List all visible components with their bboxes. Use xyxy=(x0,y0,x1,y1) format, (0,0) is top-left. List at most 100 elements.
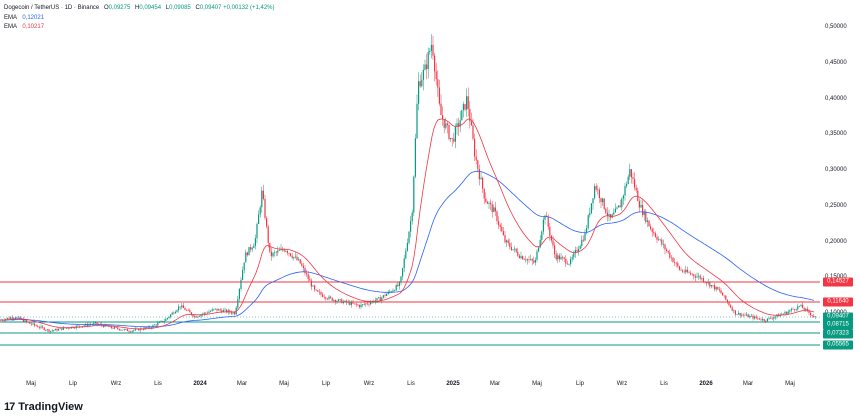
candle-body xyxy=(128,331,130,332)
ema-slow-legend[interactable]: EMA 0,10217 xyxy=(4,24,44,30)
candle-body xyxy=(83,325,85,327)
candle-body xyxy=(507,240,509,243)
candle-body xyxy=(30,323,32,325)
candle-body xyxy=(678,266,680,270)
candle-body xyxy=(622,195,624,199)
candle-body xyxy=(531,259,533,261)
candle-body xyxy=(131,330,133,332)
candle-body xyxy=(741,314,743,316)
candle-body xyxy=(347,302,349,303)
candle-body xyxy=(541,231,543,240)
candle-body xyxy=(19,316,21,319)
candle-body xyxy=(526,259,528,261)
candle-body xyxy=(472,125,474,139)
candle-body xyxy=(358,305,360,307)
candle-body xyxy=(402,268,404,277)
candle-body xyxy=(614,208,616,213)
candle-body xyxy=(360,304,362,307)
candle-body xyxy=(384,295,386,296)
candle-body xyxy=(118,328,120,331)
level-badge-resistance-2: 0,11640 xyxy=(823,297,853,307)
time-tick: Maj xyxy=(26,381,36,387)
candle-body xyxy=(154,324,156,326)
candle-body xyxy=(542,219,544,232)
candle-body xyxy=(546,215,548,217)
candle-body xyxy=(509,242,511,247)
candle-body xyxy=(34,323,36,326)
candle-body xyxy=(168,316,170,318)
candle-body xyxy=(587,215,589,229)
candle-body xyxy=(598,189,600,199)
candle-body xyxy=(758,318,760,320)
candle-body xyxy=(326,298,328,300)
candle-body xyxy=(757,317,759,319)
candle-body xyxy=(733,310,735,311)
candle-body xyxy=(691,274,693,275)
candle-body xyxy=(182,305,184,309)
candle-body xyxy=(8,317,10,319)
candle-body xyxy=(792,308,794,310)
candle-body xyxy=(722,293,724,296)
candle-body xyxy=(320,292,322,295)
candle-body xyxy=(773,317,775,319)
candle-body xyxy=(221,310,223,313)
time-tick: 2024 xyxy=(193,381,207,387)
candle-body xyxy=(24,320,26,322)
candle-body xyxy=(443,119,445,128)
candle-body xyxy=(414,138,416,177)
candle-body xyxy=(638,201,640,208)
candle-body xyxy=(363,304,365,305)
tradingview-logo[interactable]: 17 TradingView xyxy=(4,401,83,413)
candle-body xyxy=(466,96,468,110)
candle-body xyxy=(485,198,487,202)
high-label: H xyxy=(135,5,140,11)
candle-body xyxy=(674,262,676,263)
candle-body xyxy=(483,188,485,199)
candle-body xyxy=(341,299,343,304)
candle-body xyxy=(486,201,488,204)
candle-body xyxy=(538,247,540,252)
candle-body xyxy=(590,203,592,214)
candle-body xyxy=(654,233,656,237)
candle-body xyxy=(357,304,359,306)
candle-body xyxy=(189,310,191,313)
candle-body xyxy=(315,289,317,291)
candle-body xyxy=(274,252,276,254)
candle-body xyxy=(618,205,620,208)
candle-body xyxy=(11,317,13,319)
candle-body xyxy=(694,276,696,278)
candle-body xyxy=(506,240,508,243)
candle-body xyxy=(389,291,391,293)
candle-body xyxy=(318,291,320,293)
candle-body xyxy=(784,311,786,314)
candle-body xyxy=(16,317,18,318)
candle-body xyxy=(150,327,152,329)
candle-body xyxy=(666,249,668,251)
candle-body xyxy=(728,302,730,306)
candle-body xyxy=(693,274,695,277)
candle-body xyxy=(43,327,45,330)
candle-body xyxy=(328,296,330,299)
candle-body xyxy=(725,295,727,300)
candle-body xyxy=(162,320,164,323)
candle-body xyxy=(746,314,748,316)
candle-body xyxy=(626,183,628,187)
candle-body xyxy=(557,255,559,260)
candle-body xyxy=(656,236,658,240)
candle-body xyxy=(230,312,232,314)
candle-body xyxy=(170,314,172,317)
ema-fast-legend[interactable]: EMA 0,12021 xyxy=(4,15,44,21)
time-tick: Wrz xyxy=(363,381,375,387)
candle-body xyxy=(750,315,752,317)
candle-body xyxy=(424,64,426,70)
candle-body xyxy=(634,179,636,188)
symbol-name: Dogecoin / TetherUS · 1D · Binance xyxy=(4,5,100,11)
candle-body xyxy=(10,317,12,319)
candle-body xyxy=(293,256,295,258)
candle-body xyxy=(534,259,536,263)
candle-body xyxy=(286,250,288,253)
candle-body xyxy=(683,271,685,273)
candle-body xyxy=(696,276,698,278)
tradingview-logo-mark: 17 xyxy=(4,401,15,413)
